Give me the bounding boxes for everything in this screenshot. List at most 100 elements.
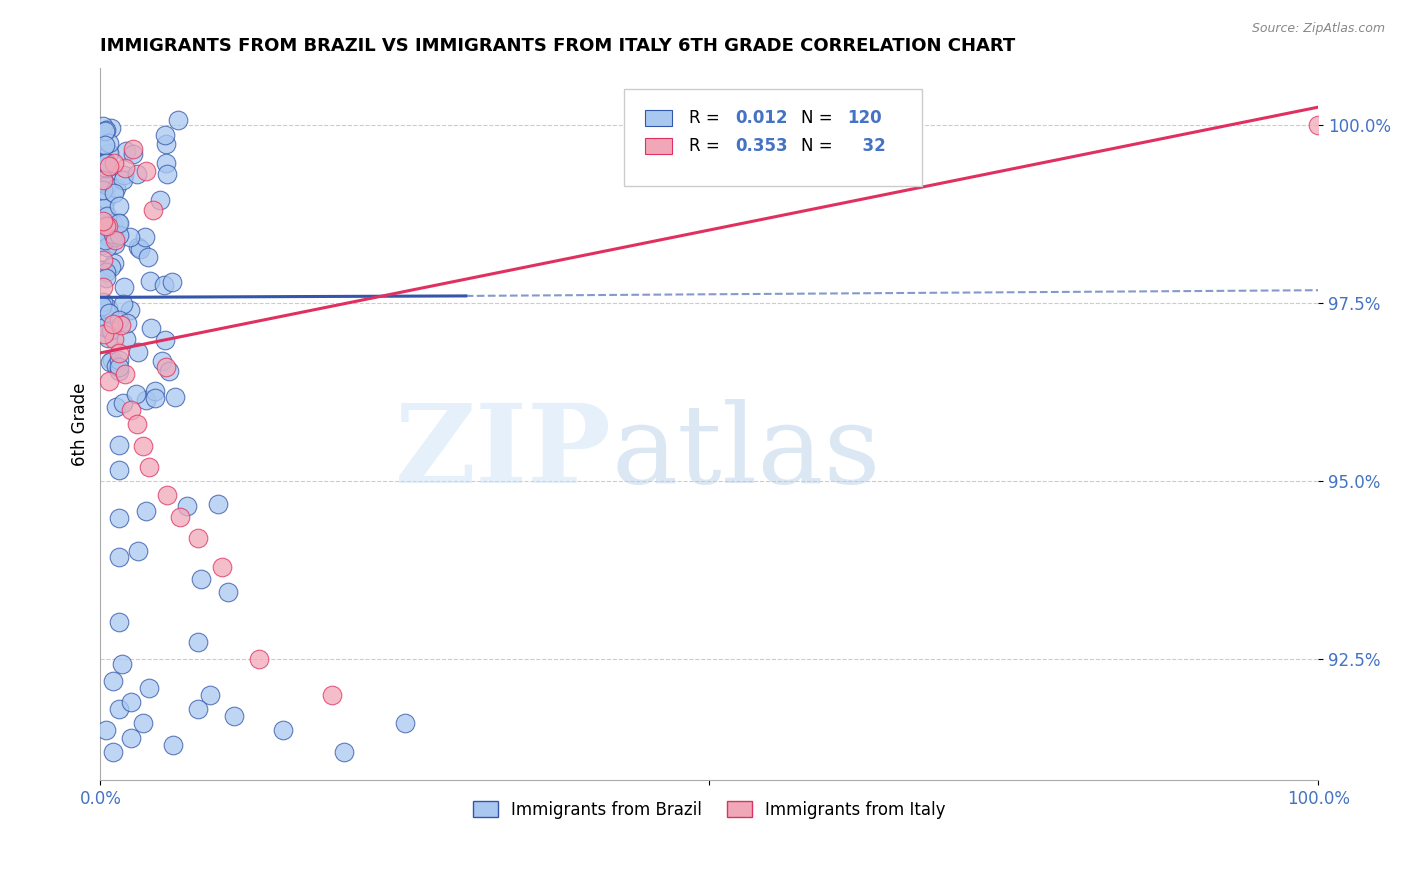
Point [93,216,115,230]
Point [100,323,122,337]
Text: R =: R = [689,137,724,155]
Point [103,155,125,169]
Point [121,146,143,161]
Point [96,270,118,285]
Point [187,531,209,545]
Point [115,317,138,331]
Point [127,240,149,254]
Point [115,332,138,346]
Point [107,216,129,230]
Point [104,237,127,252]
Point [112,297,135,311]
Point [105,359,128,374]
Point [100,353,122,368]
Point [187,702,209,716]
Point [333,745,356,759]
Point [127,544,149,558]
Text: 0.012: 0.012 [735,109,787,127]
Point [97,301,120,316]
Text: atlas: atlas [612,399,882,506]
Point [96,209,118,223]
Point [107,615,129,629]
Point [103,332,125,346]
Point [91,299,114,313]
Point [91,173,114,187]
Point [107,313,129,327]
Point [97,331,120,345]
Point [155,137,177,152]
Point [207,497,229,511]
Point [187,634,209,648]
Point [104,230,127,244]
Point [112,279,135,293]
Point [98,159,121,173]
Point [135,392,157,407]
Point [155,156,177,170]
Point [107,364,129,378]
Text: 32: 32 [851,137,886,155]
Point [107,227,129,242]
Point [134,230,156,244]
Point [93,252,115,267]
Point [114,161,136,176]
Point [96,723,118,738]
Point [143,391,166,405]
Point [149,193,172,207]
Point [107,360,129,375]
Point [114,368,136,382]
Point [217,585,239,599]
Text: N =: N = [800,137,838,155]
Point [96,240,118,254]
Point [103,186,125,201]
Point [138,459,160,474]
Point [112,173,135,187]
Point [91,119,114,133]
Point [135,503,157,517]
Point [90,224,112,238]
Point [211,559,233,574]
Point [93,201,115,215]
Point [125,417,148,431]
Point [96,123,118,137]
Point [139,320,162,334]
Point [112,168,135,182]
Legend: Immigrants from Brazil, Immigrants from Italy: Immigrants from Brazil, Immigrants from … [467,794,952,825]
Point [98,145,121,160]
Point [138,681,160,695]
Point [120,695,142,709]
Point [120,403,142,417]
Point [122,142,145,156]
Point [224,709,246,723]
Point [91,295,114,310]
Point [169,509,191,524]
Text: Source: ZipAtlas.com: Source: ZipAtlas.com [1251,22,1385,36]
Point [142,202,165,217]
Point [135,164,157,178]
Point [90,263,112,277]
Point [94,155,117,169]
FancyBboxPatch shape [645,110,672,126]
Point [247,652,270,666]
Text: 0.353: 0.353 [735,137,787,155]
Point [107,549,129,564]
Point [107,216,129,230]
Point [93,160,115,174]
Point [127,167,149,181]
Point [96,178,118,192]
Point [97,229,120,244]
Point [156,167,179,181]
Point [111,657,134,671]
Point [165,390,187,404]
Point [97,136,120,150]
Text: R =: R = [689,109,724,127]
Point [138,250,160,264]
Point [101,673,124,688]
Point [127,345,149,359]
Point [96,311,118,326]
Point [1308,118,1330,132]
Text: 120: 120 [846,109,882,127]
Point [101,745,124,759]
Text: N =: N = [800,109,838,127]
Point [94,233,117,247]
Point [155,333,177,347]
